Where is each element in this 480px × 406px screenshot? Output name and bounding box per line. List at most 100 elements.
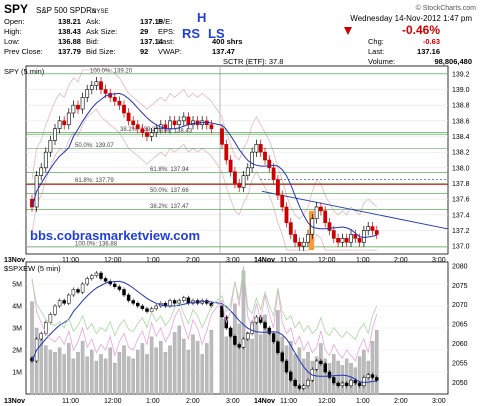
volume-bar xyxy=(168,345,172,395)
candle-body xyxy=(306,234,310,243)
volume-tick-label: 3M xyxy=(12,326,22,333)
price-panel-frame xyxy=(25,65,449,255)
fib-label: 61.8%: 137.79 xyxy=(75,178,114,184)
index-candle xyxy=(263,322,267,329)
volume-bar xyxy=(250,338,254,395)
exchange: NYSE xyxy=(92,9,108,15)
candle-body xyxy=(366,226,371,231)
volume-bar xyxy=(375,330,379,395)
x-tick-label: 3:00 xyxy=(226,257,240,264)
lower-envelope xyxy=(31,108,377,251)
index-candle xyxy=(122,289,126,296)
breadth-panel: $SPXEW (5 min) 2080 2075 2070 2065 2060 2055 2… xyxy=(4,261,468,395)
index-candle xyxy=(306,380,310,386)
index-candle xyxy=(140,305,145,309)
breadth-tick-label: 2070 xyxy=(452,302,468,309)
index-candle xyxy=(186,297,191,304)
candle-body xyxy=(331,230,336,239)
volume-bar xyxy=(224,336,229,395)
candle-body xyxy=(254,144,259,153)
index-candle xyxy=(284,360,289,373)
fib-label: 38.2%: 137.47 xyxy=(150,204,189,210)
breadth-tick-label: 2050 xyxy=(452,380,468,387)
candle-body xyxy=(122,104,126,114)
security-name: S&P 500 SPDRs xyxy=(36,6,96,15)
volume-bar xyxy=(145,354,149,395)
price-tick-label: 138.4 xyxy=(452,134,470,141)
index-candle xyxy=(172,300,177,304)
index-candle xyxy=(99,272,103,279)
field-value: 92 xyxy=(140,47,148,56)
breadth-tick-label: 2060 xyxy=(452,341,468,348)
x-tick-label: 1:00 xyxy=(356,398,370,405)
x-tick-label: 3:00 xyxy=(226,398,240,405)
index-candle xyxy=(67,294,71,304)
annotation-rs: RS xyxy=(182,26,200,41)
price-tick-label: 138.8 xyxy=(452,103,470,110)
volume-bar xyxy=(172,332,177,395)
candle-body xyxy=(80,97,85,110)
volume-bar xyxy=(195,341,200,395)
candle-body xyxy=(284,206,289,223)
volume-bar xyxy=(44,345,48,395)
volume-bar xyxy=(62,354,66,395)
volume-bar xyxy=(301,358,306,395)
candle-body xyxy=(62,120,67,126)
index-candle xyxy=(271,333,276,342)
index-candle xyxy=(113,283,117,287)
field-label: Bid Size: xyxy=(86,47,116,56)
field-value: 29 xyxy=(140,27,148,36)
index-candle xyxy=(154,305,158,309)
candle-body xyxy=(228,159,233,173)
index-candle xyxy=(220,305,224,318)
index-candle xyxy=(280,352,284,362)
index-candle xyxy=(62,300,66,304)
overlay-line-green xyxy=(31,266,378,341)
volume-bar xyxy=(76,352,80,395)
candle-body xyxy=(145,132,149,137)
x-tick-label: 2:00 xyxy=(186,257,200,264)
candle-body xyxy=(318,206,323,212)
x-tick-label: 1:00 xyxy=(356,257,370,264)
price-tick-label: 137.6 xyxy=(452,197,470,204)
volume-bar xyxy=(362,349,366,395)
candle-body xyxy=(241,175,246,188)
volume-bar xyxy=(67,343,71,395)
candle-body xyxy=(99,81,103,90)
last-value: 137.16 xyxy=(417,47,440,56)
candle-body xyxy=(181,116,186,122)
field-label: Low: xyxy=(4,37,20,46)
fib-label: 61.8%: 137.94 xyxy=(150,167,189,173)
volume-bar xyxy=(332,354,336,395)
candle-body xyxy=(57,120,62,129)
candle-body xyxy=(297,241,302,247)
index-candle xyxy=(233,336,237,345)
candle-body xyxy=(71,104,76,114)
volume-bar xyxy=(57,347,62,395)
field-value: 136.88 xyxy=(58,37,81,46)
volume-bar xyxy=(200,354,204,395)
credit: © StockCharts.com xyxy=(416,4,477,12)
candle-body xyxy=(288,222,293,235)
candle-body xyxy=(220,128,224,145)
candle-body xyxy=(94,81,99,86)
candle-body xyxy=(135,124,140,129)
volume-bar xyxy=(122,345,126,395)
candle-body xyxy=(149,132,154,137)
candle-body xyxy=(370,226,375,231)
field-value: 138.43 xyxy=(58,27,81,36)
fib-label: 100.0%: 138.43 xyxy=(150,129,193,135)
index-candle xyxy=(94,272,99,276)
candle-body xyxy=(168,120,172,129)
index-candle xyxy=(168,300,172,307)
breadth-panel-label: $SPXEW (5 min) xyxy=(4,264,61,273)
volume-bar xyxy=(271,341,276,395)
volume-bar xyxy=(48,349,53,395)
candle-body xyxy=(327,222,332,231)
index-candle xyxy=(246,333,250,340)
volume-tick-label: 2M xyxy=(12,348,22,355)
field-label: Ask Size: xyxy=(86,27,117,36)
candle-body xyxy=(301,241,306,247)
field-label: VWAP: xyxy=(158,47,182,56)
